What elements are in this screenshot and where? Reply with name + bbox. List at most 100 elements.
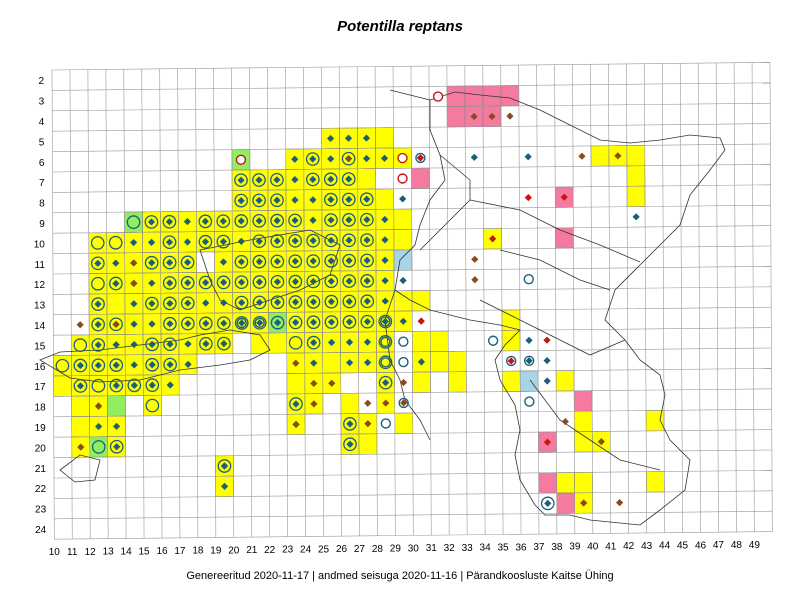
grid-line-horizontal	[53, 470, 773, 479]
red-diamond-marker	[543, 438, 552, 446]
blue-circle-marker	[380, 316, 391, 327]
teal-diamond-marker	[543, 356, 551, 365]
grid-line-vertical	[51, 69, 55, 540]
grid-line-horizontal	[53, 306, 772, 316]
teal-diamond-marker	[309, 318, 318, 326]
grid-line-vertical	[213, 68, 217, 538]
teal-diamond-marker	[291, 176, 299, 184]
y-tick-label: 23	[35, 505, 47, 516]
ring-marker	[288, 254, 303, 269]
island-outline	[199, 229, 341, 311]
teal-diamond-marker	[183, 217, 191, 226]
teal-diamond-marker	[219, 217, 227, 225]
grid-line-vertical	[105, 69, 109, 539]
inner-border	[469, 199, 641, 263]
teal-diamond-marker	[184, 299, 192, 307]
yellow-cell	[626, 145, 646, 167]
x-tick-label: 24	[300, 545, 312, 556]
blue-circle-marker	[398, 397, 409, 409]
teal-diamond-marker	[399, 276, 407, 285]
grid-line-vertical	[661, 63, 665, 533]
ring-marker	[324, 294, 339, 309]
ring-marker	[306, 254, 321, 268]
blue-circle-marker	[380, 418, 392, 429]
grid-line-horizontal	[52, 82, 771, 91]
x-tick-label: 10	[49, 547, 61, 558]
ring-marker	[359, 192, 374, 207]
brown-diamond-marker	[614, 152, 622, 160]
teal-diamond-marker	[166, 279, 174, 287]
ring-marker	[234, 316, 249, 330]
teal-diamond-marker	[273, 176, 281, 184]
teal-diamond-marker	[147, 218, 156, 226]
x-tick-label: 22	[264, 545, 276, 556]
teal-diamond-marker	[148, 299, 156, 308]
teal-diamond-marker	[524, 153, 532, 161]
grid-line-vertical	[338, 66, 342, 537]
teal-diamond-marker	[363, 318, 371, 326]
blue-circle-marker	[487, 335, 499, 346]
yellow-cell	[412, 331, 431, 353]
teal-diamond-marker	[148, 279, 156, 287]
teal-diamond-marker	[147, 238, 156, 246]
ring-marker	[288, 274, 303, 289]
teal-diamond-marker	[202, 299, 210, 307]
ring-marker	[360, 274, 375, 288]
brown-diamond-marker	[130, 259, 138, 267]
ring-marker	[324, 233, 338, 248]
teal-diamond-marker	[291, 196, 299, 204]
teal-diamond-marker	[220, 319, 228, 327]
teal-diamond-marker	[148, 340, 156, 348]
teal-diamond-marker	[76, 361, 84, 370]
grid-line-vertical	[195, 68, 199, 538]
border-layer	[39, 89, 726, 526]
grid-line-vertical	[267, 67, 271, 537]
y-tick-label: 11	[35, 260, 46, 271]
grid-line-horizontal	[53, 347, 772, 356]
x-tick-label: 32	[444, 543, 456, 554]
teal-diamond-marker	[310, 359, 318, 367]
ring-marker	[289, 397, 303, 411]
ring-marker	[342, 233, 356, 248]
x-tick-label: 48	[731, 540, 743, 551]
x-tick-label: 30	[408, 543, 420, 554]
brown-diamond-marker	[561, 417, 569, 426]
teal-diamond-marker	[112, 361, 120, 369]
yellow-cell	[340, 392, 360, 414]
footer-text: Genereeritud 2020-11-17 | andmed seisuga…	[186, 570, 614, 582]
ring-marker	[91, 297, 105, 311]
brown-diamond-marker	[77, 443, 85, 451]
ring-marker	[109, 439, 124, 454]
brown-diamond-marker	[488, 112, 496, 120]
ring-marker	[306, 274, 321, 289]
y-tick-label: 3	[39, 97, 45, 108]
x-tick-label: 19	[210, 545, 222, 556]
grid-line-vertical	[715, 62, 719, 533]
teal-diamond-marker	[310, 339, 318, 347]
ring-marker	[91, 358, 106, 373]
brown-diamond-marker	[471, 255, 479, 263]
y-tick-label: 7	[39, 178, 45, 189]
ring-marker	[91, 338, 106, 352]
ring-marker	[91, 317, 105, 332]
ring-marker	[324, 274, 339, 289]
teal-diamond-marker	[544, 499, 552, 507]
teal-diamond-marker	[632, 213, 640, 221]
brown-diamond-marker	[130, 279, 138, 287]
ring-marker	[109, 378, 124, 393]
grid-line-vertical	[302, 67, 306, 537]
ring-marker	[360, 314, 375, 329]
blue-circle-marker	[380, 336, 391, 348]
grid-line-vertical	[554, 64, 558, 534]
y-tick-label: 17	[34, 382, 46, 393]
teal-diamond-marker	[202, 340, 210, 348]
ring-marker	[288, 295, 303, 309]
teal-diamond-marker	[112, 422, 121, 430]
yellow-cell	[71, 416, 90, 438]
teal-diamond-marker	[130, 320, 138, 328]
teal-diamond-marker	[255, 196, 263, 205]
pink-cell	[464, 85, 484, 107]
ring-marker	[216, 214, 231, 229]
teal-diamond-marker	[327, 236, 335, 245]
ring-marker	[342, 253, 356, 268]
